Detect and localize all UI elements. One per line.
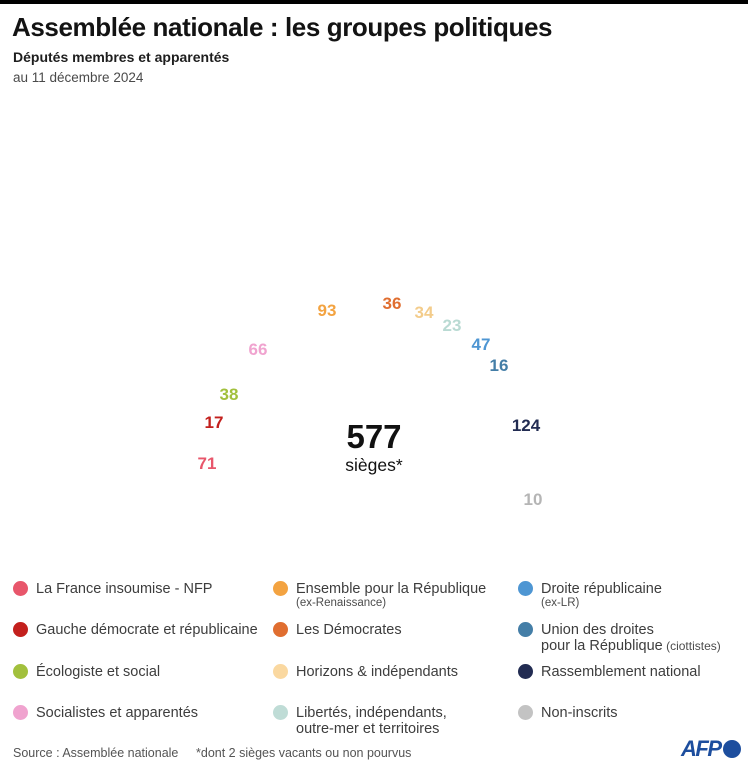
legend-label: La France insoumise - NFP <box>36 581 213 597</box>
seat-count-label: 17 <box>204 413 224 432</box>
page-title: Assemblée nationale : les groupes politi… <box>12 12 553 42</box>
legend-label: Rassemblement national <box>541 664 701 680</box>
legend-item: Non-inscrits <box>518 705 618 721</box>
seat-count-label: 71 <box>197 454 217 473</box>
seat-count-label: 38 <box>219 385 239 404</box>
legend-item: Union des droites pour la République (cio… <box>518 622 721 654</box>
top-rule <box>0 0 748 4</box>
seat-count-label: 36 <box>382 294 402 313</box>
legend-label: Horizons & indépendants <box>296 664 459 680</box>
seat-count-label: 23 <box>442 316 462 335</box>
legend-dot <box>273 664 288 679</box>
source-label: Source : Assemblée nationale <box>13 746 179 760</box>
total-seats-unit: sièges* <box>345 455 403 475</box>
legend-dot <box>518 664 533 679</box>
afp-logo-text: AFP <box>681 736 722 761</box>
seat-count-label: 10 <box>523 490 543 509</box>
legend-dot <box>273 705 288 720</box>
legend-dot <box>13 581 28 596</box>
legend-label: Les Démocrates <box>296 622 402 638</box>
legend-item: Libertés, indépendants, outre-mer et terr… <box>273 705 447 737</box>
page-subtitle: Députés membres et apparentés <box>13 49 230 65</box>
legend-dot <box>518 622 533 637</box>
legend-item: Écologiste et social <box>13 664 160 680</box>
legend-label: Libertés, indépendants, outre-mer et terr… <box>296 705 447 737</box>
legend-label: Non-inscrits <box>541 705 618 721</box>
seat-count-label: 93 <box>317 301 337 320</box>
total-seats-number: 577 <box>346 418 402 455</box>
date-label: au 11 décembre 2024 <box>13 70 144 85</box>
legend-dot <box>273 581 288 596</box>
legend-dot <box>13 664 28 679</box>
afp-logo-circle-icon <box>722 740 741 758</box>
legend-item: La France insoumise - NFP <box>13 581 212 597</box>
legend-label: Écologiste et social <box>36 664 161 680</box>
legend-sublabel: (ex-LR) <box>541 597 580 609</box>
legend-item: Socialistes et apparentés <box>13 705 198 721</box>
seat-count-label: 34 <box>414 303 434 322</box>
seat-count-label: 16 <box>489 356 509 375</box>
afp-logo: AFP <box>681 736 741 761</box>
legend-item: Droite républicaine (ex-LR) <box>518 581 662 610</box>
legend-dot <box>273 622 288 637</box>
legend-label: Union des droites pour la République (cio… <box>541 622 721 654</box>
seat-count-label: 66 <box>248 340 268 359</box>
legend-label: Socialistes et apparentés <box>36 705 199 721</box>
legend-item: Les Démocrates <box>273 622 402 638</box>
vacant-note: *dont 2 sièges vacants ou non pourvus <box>196 746 412 760</box>
seat-count-label: 124 <box>511 416 541 435</box>
legend-item: Ensemble pour la République (ex-Renaissan… <box>273 581 486 610</box>
legend-label: Droite républicaine (ex-LR) <box>541 581 662 609</box>
seat-count-label: 47 <box>471 335 491 354</box>
legend-item: Horizons & indépendants <box>273 664 458 680</box>
total-seats-label: 577 sièges* <box>345 420 402 475</box>
legend-suffix: (ciottistes) <box>662 639 721 653</box>
legend-dot <box>518 705 533 720</box>
legend-sublabel: (ex-Renaissance) <box>296 597 387 609</box>
legend-dot <box>13 622 28 637</box>
legend-label: Gauche démocrate et républicaine <box>36 622 258 638</box>
legend-label: Ensemble pour la République (ex-Renaissan… <box>296 581 487 609</box>
legend-item: Rassemblement national <box>518 664 701 680</box>
legend-dot <box>518 581 533 596</box>
legend-item: Gauche démocrate et républicaine <box>13 622 258 638</box>
legend-dot <box>13 705 28 720</box>
